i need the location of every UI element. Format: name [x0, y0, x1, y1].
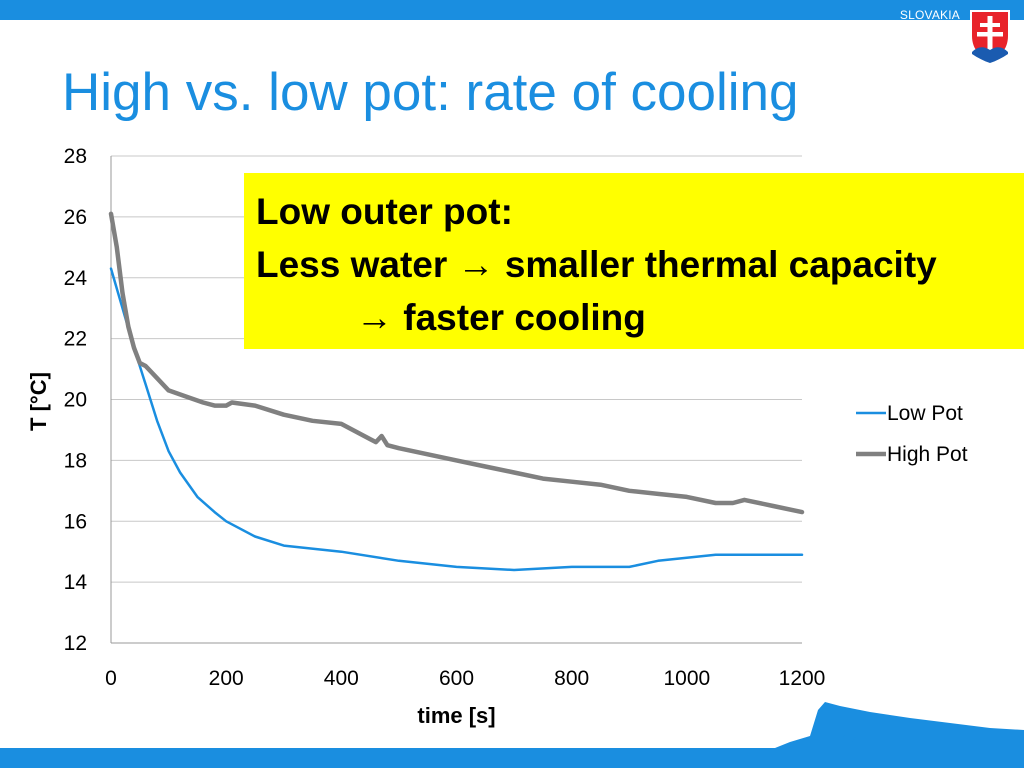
brand-block: SLOVAKIA IYPT '13 — [900, 9, 960, 31]
x-tick-label-0: 0 — [105, 667, 117, 690]
x-tick-label-600: 600 — [439, 667, 474, 690]
x-tick-label-800: 800 — [554, 667, 589, 690]
x-tick-label-1200: 1200 — [779, 667, 826, 690]
series-line-low-pot — [109, 267, 804, 572]
x-tick-label-400: 400 — [324, 667, 359, 690]
y-tick-label-12: 12 — [64, 632, 87, 655]
yellow-callout-box: Low outer pot: Less water → smaller ther… — [244, 173, 1024, 349]
callout-line-2: Less water → smaller thermal capacity — [256, 244, 937, 285]
x-axis-title: time [s] — [417, 703, 495, 728]
slide-title: High vs. low pot: rate of cooling — [62, 63, 799, 122]
callout-line-3: → faster cooling — [356, 297, 646, 338]
y-tick-label-22: 22 — [64, 328, 87, 351]
series-line-high-pot — [108, 211, 805, 515]
footer-mountain-graphic — [770, 702, 1024, 750]
y-tick-label-18: 18 — [64, 449, 87, 472]
x-tick-label-1000: 1000 — [663, 667, 710, 690]
legend-label-low-pot: Low Pot — [887, 402, 963, 425]
slovak-crest-icon — [970, 10, 1010, 64]
cooling-rate-line-chart: 12 14 16 18 20 22 24 26 28 0 200 400 600 800 1000 1200 t… — [26, 145, 968, 728]
page-number: 17 — [842, 731, 858, 747]
y-tick-label-14: 14 — [64, 571, 88, 594]
x-tick-label-200: 200 — [209, 667, 244, 690]
brand-country: SLOVAKIA — [899, 8, 960, 22]
y-tick-label-20: 20 — [64, 389, 87, 412]
callout-line-1: Low outer pot: — [256, 191, 513, 232]
y-tick-label-28: 28 — [64, 145, 87, 168]
y-tick-label-16: 16 — [64, 510, 87, 533]
y-axis-title: T [°C] — [26, 372, 51, 431]
footer-band — [0, 748, 1024, 768]
y-tick-label-24: 24 — [64, 267, 88, 290]
y-tick-label-26: 26 — [64, 206, 87, 229]
legend-label-high-pot: High Pot — [887, 443, 968, 466]
top-banner — [0, 0, 1024, 20]
brand-event: IYPT '13 — [925, 20, 960, 31]
